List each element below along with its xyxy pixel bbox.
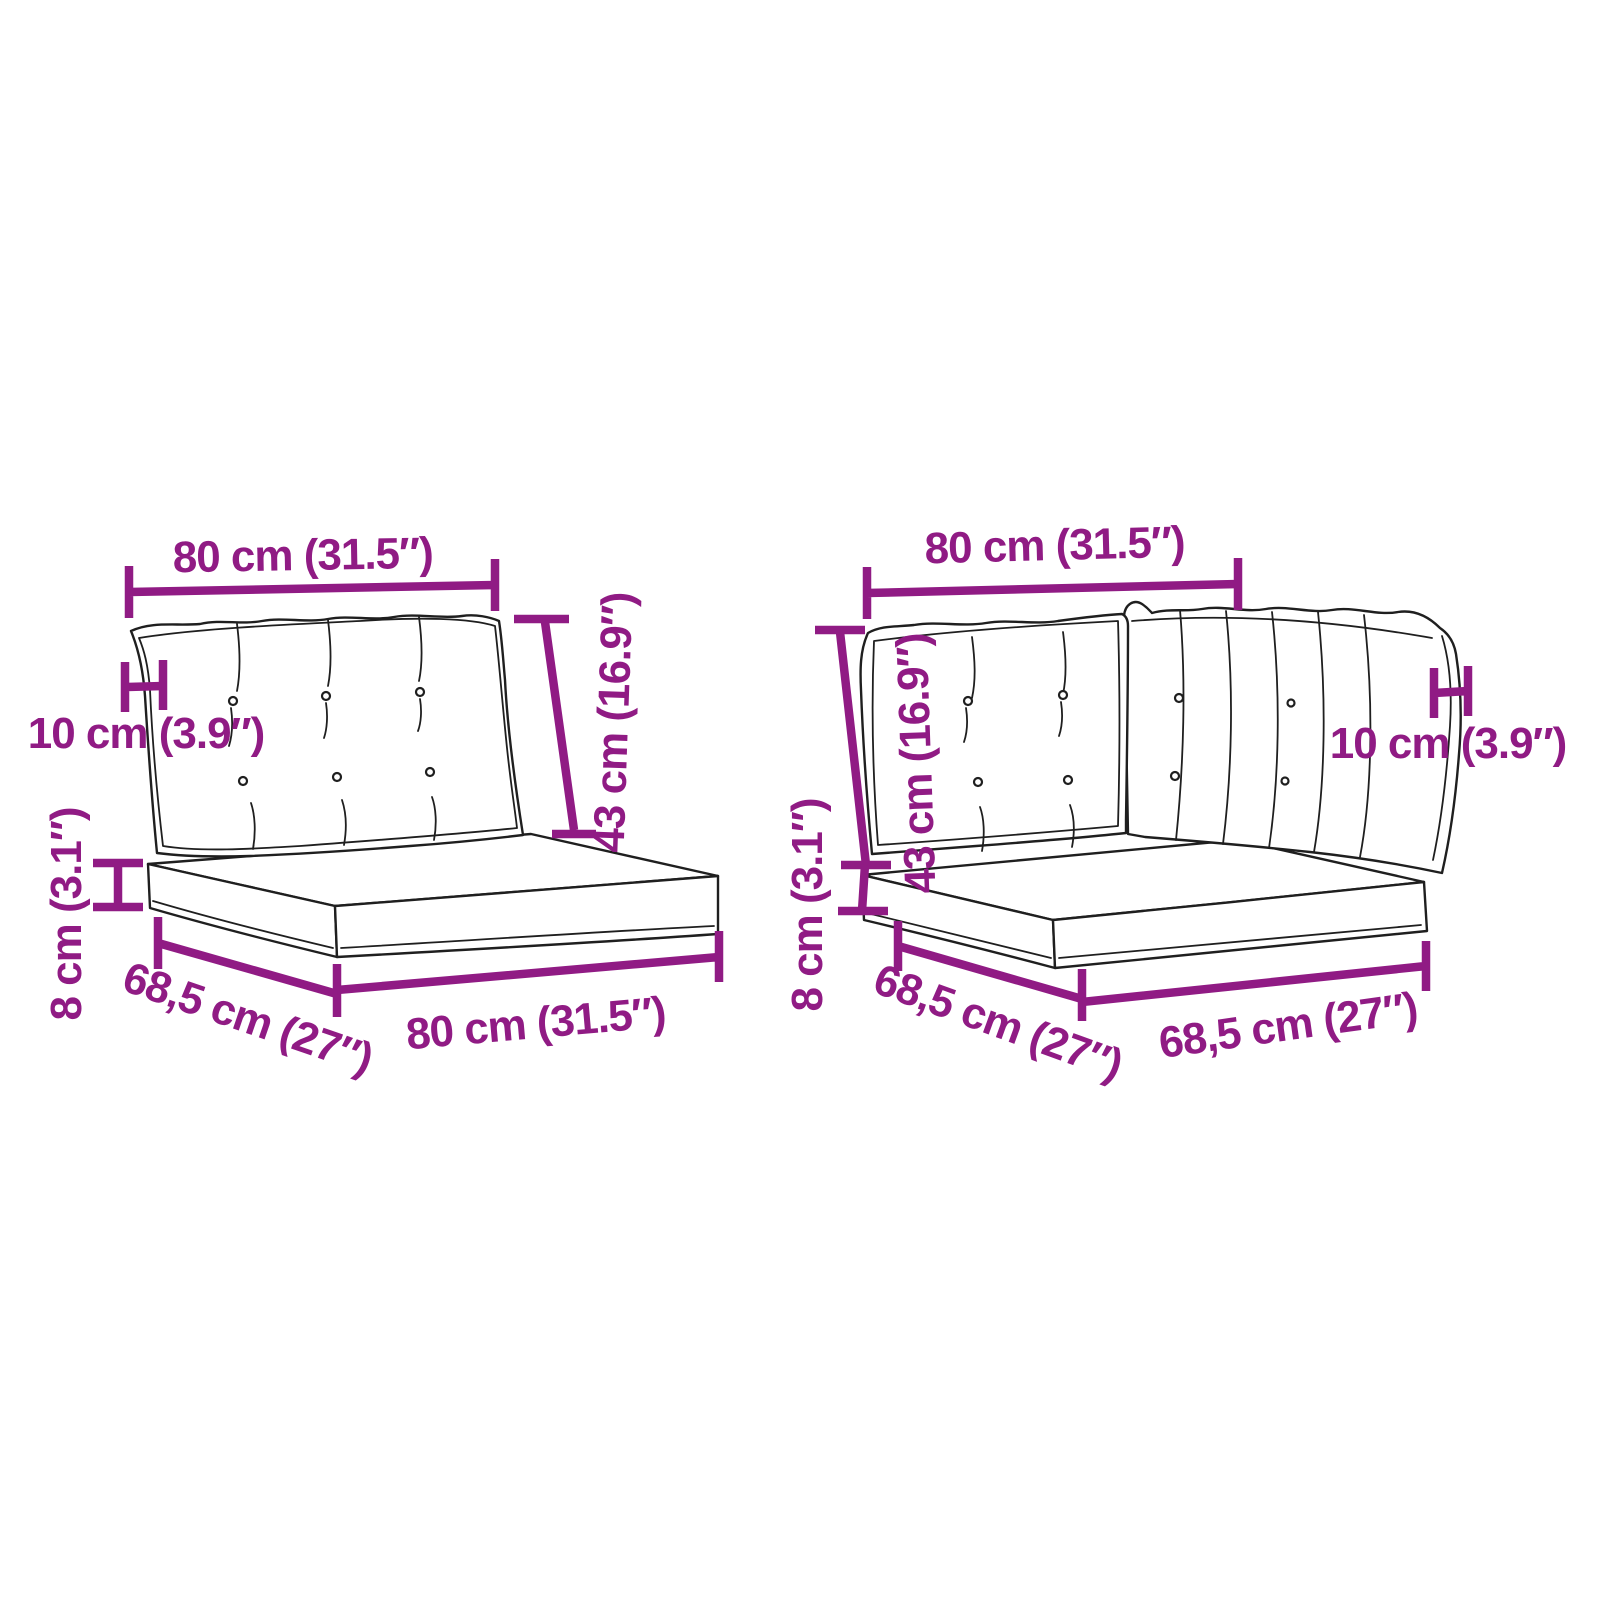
left-back-cushion-bottom-creases (250, 796, 437, 850)
right-seat-right-face (1051, 880, 1429, 970)
tuft-button (424, 766, 436, 778)
left-seat-cushion (146, 832, 720, 959)
tuft-button (1169, 770, 1181, 782)
tuft-button (414, 686, 426, 698)
tuft-button (1286, 698, 1296, 708)
tuft-button (1280, 776, 1290, 786)
right-seat-cushion (860, 838, 1429, 970)
left-top-width-label: 80 cm (31.5″) (172, 529, 433, 583)
right-corner-back-cushion (1122, 600, 1462, 875)
left-back-thickness-dimension-line (120, 660, 168, 712)
right-corner-back-cushion-piping (1131, 616, 1452, 861)
right-front-back-cushion (859, 612, 1130, 856)
right-front-back-cushion-creases (963, 631, 1075, 852)
right-set: 80 cm (31.5″) 43 cm (16.9″) 8 cm (3.1″) … (783, 518, 1567, 1090)
right-seat-depth-right-label: 68,5 cm (27″) (1156, 983, 1420, 1068)
right-set-dimensions: 80 cm (31.5″) 43 cm (16.9″) 8 cm (3.1″) … (783, 518, 1567, 1090)
tuft-button (1062, 774, 1074, 786)
left-back-cushion-piping (138, 617, 518, 851)
tuft-button (1057, 689, 1069, 701)
tuft-button (1173, 692, 1185, 704)
right-front-back-cushion-piping (871, 620, 1121, 846)
left-top-width-dimension-line (124, 559, 500, 618)
right-front-back-cushion-outline (859, 612, 1130, 856)
left-back-cushion-outline (129, 614, 525, 858)
right-seat-depth-left-dimension-line (893, 921, 1087, 1021)
left-seat-piping (152, 900, 715, 949)
tuft-button (331, 771, 343, 783)
right-seat-thickness-label: 8 cm (3.1″) (783, 798, 832, 1011)
left-set: 80 cm (31.5″) 43 cm (16.9″) 10 cm (3.9″)… (28, 529, 724, 1084)
left-seat-thickness-dimension-line (93, 858, 143, 912)
tuft-button (227, 695, 239, 707)
right-corner-back-cushion-outline (1122, 600, 1462, 875)
left-back-height-label: 43 cm (16.9″) (584, 592, 642, 854)
tuft-button (962, 695, 974, 707)
right-seat-depth-right-dimension-line (1081, 941, 1431, 1007)
right-seat-piping (866, 912, 1422, 959)
left-back-height-dimension-line (514, 614, 596, 839)
right-seat-thickness-dimension-line (838, 864, 888, 916)
tuft-button (320, 690, 332, 702)
right-back-height-label: 43 cm (16.9″) (887, 633, 945, 895)
right-top-width-dimension-line (862, 558, 1243, 619)
tuft-button (972, 776, 984, 788)
right-corner-back-cushion-pleats (1175, 609, 1372, 858)
left-back-cushion-dimples (228, 698, 422, 747)
left-seat-depth-dimension-line (153, 917, 342, 1017)
left-seat-width-dimension-line (336, 931, 724, 995)
tuft-button (237, 775, 249, 787)
right-back-height-dimension-line (815, 625, 891, 870)
right-back-thickness-dimension-line (1429, 666, 1473, 718)
left-back-cushion (129, 614, 525, 858)
left-seat-width-label: 80 cm (31.5″) (404, 988, 667, 1059)
right-top-width-label: 80 cm (31.5″) (924, 518, 1185, 574)
left-back-thickness-label: 10 cm (3.9″) (28, 709, 265, 758)
left-back-cushion-top-creases (236, 616, 423, 692)
right-back-thickness-label: 10 cm (3.9″) (1330, 719, 1567, 768)
left-seat-thickness-label: 8 cm (3.1″) (42, 807, 91, 1020)
